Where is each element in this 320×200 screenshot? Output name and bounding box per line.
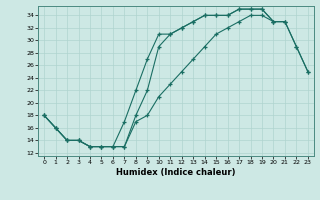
X-axis label: Humidex (Indice chaleur): Humidex (Indice chaleur) bbox=[116, 168, 236, 177]
